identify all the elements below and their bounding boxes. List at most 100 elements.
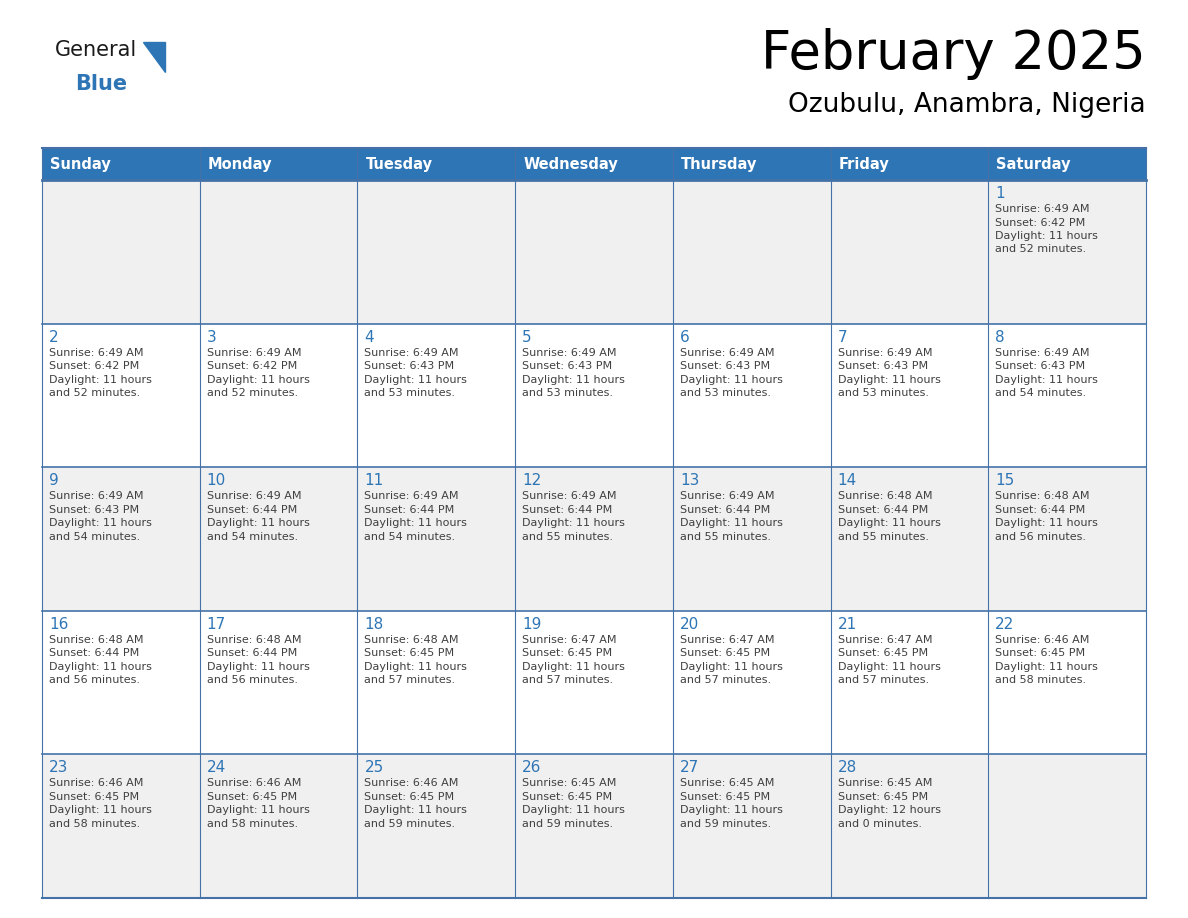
Text: Tuesday: Tuesday [366, 156, 432, 172]
Text: 18: 18 [365, 617, 384, 632]
Text: Sunset: 6:42 PM: Sunset: 6:42 PM [49, 361, 139, 371]
Text: Friday: Friday [839, 156, 890, 172]
Text: and 56 minutes.: and 56 minutes. [49, 676, 140, 686]
Text: Sunrise: 6:48 AM: Sunrise: 6:48 AM [365, 635, 459, 644]
Text: Sunset: 6:45 PM: Sunset: 6:45 PM [523, 792, 612, 802]
Text: Daylight: 11 hours: Daylight: 11 hours [365, 518, 467, 528]
Text: and 58 minutes.: and 58 minutes. [996, 676, 1086, 686]
Text: Daylight: 11 hours: Daylight: 11 hours [996, 231, 1098, 241]
Text: Sunset: 6:43 PM: Sunset: 6:43 PM [838, 361, 928, 371]
Text: Daylight: 11 hours: Daylight: 11 hours [207, 805, 310, 815]
Text: Sunrise: 6:49 AM: Sunrise: 6:49 AM [49, 348, 144, 358]
Text: Sunrise: 6:46 AM: Sunrise: 6:46 AM [207, 778, 301, 789]
Text: and 56 minutes.: and 56 minutes. [207, 676, 298, 686]
Text: 23: 23 [49, 760, 69, 776]
Text: 25: 25 [365, 760, 384, 776]
Text: Daylight: 11 hours: Daylight: 11 hours [996, 662, 1098, 672]
Text: Ozubulu, Anambra, Nigeria: Ozubulu, Anambra, Nigeria [789, 92, 1146, 118]
Text: Daylight: 11 hours: Daylight: 11 hours [365, 662, 467, 672]
Text: 27: 27 [680, 760, 699, 776]
Text: Sunrise: 6:46 AM: Sunrise: 6:46 AM [49, 778, 144, 789]
Text: and 57 minutes.: and 57 minutes. [365, 676, 455, 686]
Text: Sunrise: 6:48 AM: Sunrise: 6:48 AM [996, 491, 1089, 501]
Text: 7: 7 [838, 330, 847, 344]
Text: 16: 16 [49, 617, 69, 632]
Text: Daylight: 11 hours: Daylight: 11 hours [365, 375, 467, 385]
Text: Daylight: 11 hours: Daylight: 11 hours [523, 805, 625, 815]
Text: Sunrise: 6:49 AM: Sunrise: 6:49 AM [207, 491, 302, 501]
Text: Daylight: 11 hours: Daylight: 11 hours [365, 805, 467, 815]
Text: and 52 minutes.: and 52 minutes. [49, 388, 140, 398]
Text: Daylight: 11 hours: Daylight: 11 hours [49, 518, 152, 528]
Text: 6: 6 [680, 330, 689, 344]
Text: Sunrise: 6:45 AM: Sunrise: 6:45 AM [523, 778, 617, 789]
Text: Sunset: 6:45 PM: Sunset: 6:45 PM [365, 648, 455, 658]
Text: 13: 13 [680, 473, 700, 488]
Text: and 59 minutes.: and 59 minutes. [680, 819, 771, 829]
Text: and 59 minutes.: and 59 minutes. [365, 819, 455, 829]
Text: Daylight: 11 hours: Daylight: 11 hours [838, 518, 941, 528]
Text: 9: 9 [49, 473, 58, 488]
Polygon shape [143, 42, 165, 72]
Text: and 58 minutes.: and 58 minutes. [49, 819, 140, 829]
Text: Sunrise: 6:49 AM: Sunrise: 6:49 AM [365, 348, 459, 358]
Text: Daylight: 11 hours: Daylight: 11 hours [523, 375, 625, 385]
Bar [42, 755, 1146, 898]
Text: Sunset: 6:44 PM: Sunset: 6:44 PM [523, 505, 612, 515]
Bar [42, 148, 1146, 180]
Text: Sunset: 6:44 PM: Sunset: 6:44 PM [838, 505, 928, 515]
Text: 2: 2 [49, 330, 58, 344]
Text: Sunset: 6:43 PM: Sunset: 6:43 PM [49, 505, 139, 515]
Text: 8: 8 [996, 330, 1005, 344]
Text: Sunset: 6:44 PM: Sunset: 6:44 PM [680, 505, 770, 515]
Text: and 53 minutes.: and 53 minutes. [680, 388, 771, 398]
Text: and 57 minutes.: and 57 minutes. [523, 676, 613, 686]
Text: 26: 26 [523, 760, 542, 776]
Text: February 2025: February 2025 [762, 28, 1146, 80]
Text: Daylight: 11 hours: Daylight: 11 hours [49, 662, 152, 672]
Text: Sunset: 6:44 PM: Sunset: 6:44 PM [49, 648, 139, 658]
Text: 24: 24 [207, 760, 226, 776]
Text: Saturday: Saturday [997, 156, 1070, 172]
Text: Daylight: 11 hours: Daylight: 11 hours [996, 518, 1098, 528]
Text: Sunrise: 6:49 AM: Sunrise: 6:49 AM [207, 348, 302, 358]
Text: Sunday: Sunday [50, 156, 110, 172]
Text: Sunset: 6:45 PM: Sunset: 6:45 PM [680, 648, 770, 658]
Text: Daylight: 11 hours: Daylight: 11 hours [523, 518, 625, 528]
Text: Sunrise: 6:49 AM: Sunrise: 6:49 AM [996, 204, 1089, 214]
Text: Daylight: 11 hours: Daylight: 11 hours [207, 518, 310, 528]
Text: Sunset: 6:43 PM: Sunset: 6:43 PM [680, 361, 770, 371]
Text: and 53 minutes.: and 53 minutes. [523, 388, 613, 398]
Text: Sunrise: 6:47 AM: Sunrise: 6:47 AM [838, 635, 933, 644]
Text: and 53 minutes.: and 53 minutes. [365, 388, 455, 398]
Text: Sunrise: 6:48 AM: Sunrise: 6:48 AM [207, 635, 302, 644]
Text: Daylight: 11 hours: Daylight: 11 hours [523, 662, 625, 672]
Text: Sunset: 6:45 PM: Sunset: 6:45 PM [365, 792, 455, 802]
Text: Sunrise: 6:49 AM: Sunrise: 6:49 AM [680, 491, 775, 501]
Text: Sunrise: 6:48 AM: Sunrise: 6:48 AM [838, 491, 933, 501]
Text: and 55 minutes.: and 55 minutes. [680, 532, 771, 542]
Text: 22: 22 [996, 617, 1015, 632]
Text: Sunrise: 6:49 AM: Sunrise: 6:49 AM [996, 348, 1089, 358]
Text: Sunrise: 6:49 AM: Sunrise: 6:49 AM [838, 348, 933, 358]
Text: and 54 minutes.: and 54 minutes. [365, 532, 455, 542]
Text: Sunrise: 6:49 AM: Sunrise: 6:49 AM [523, 491, 617, 501]
Text: Daylight: 11 hours: Daylight: 11 hours [680, 662, 783, 672]
Text: Sunset: 6:43 PM: Sunset: 6:43 PM [523, 361, 612, 371]
Text: 20: 20 [680, 617, 699, 632]
Text: and 0 minutes.: and 0 minutes. [838, 819, 922, 829]
Text: 21: 21 [838, 617, 857, 632]
Text: and 54 minutes.: and 54 minutes. [207, 532, 298, 542]
Text: and 54 minutes.: and 54 minutes. [49, 532, 140, 542]
Text: Sunset: 6:44 PM: Sunset: 6:44 PM [207, 648, 297, 658]
Text: Sunset: 6:43 PM: Sunset: 6:43 PM [365, 361, 455, 371]
Text: Daylight: 11 hours: Daylight: 11 hours [49, 805, 152, 815]
Text: Sunset: 6:45 PM: Sunset: 6:45 PM [207, 792, 297, 802]
Text: General: General [55, 40, 138, 60]
Text: Sunrise: 6:45 AM: Sunrise: 6:45 AM [680, 778, 775, 789]
Text: 14: 14 [838, 473, 857, 488]
Text: Sunset: 6:45 PM: Sunset: 6:45 PM [680, 792, 770, 802]
Text: Sunset: 6:45 PM: Sunset: 6:45 PM [838, 648, 928, 658]
Text: and 55 minutes.: and 55 minutes. [523, 532, 613, 542]
Text: Sunrise: 6:48 AM: Sunrise: 6:48 AM [49, 635, 144, 644]
